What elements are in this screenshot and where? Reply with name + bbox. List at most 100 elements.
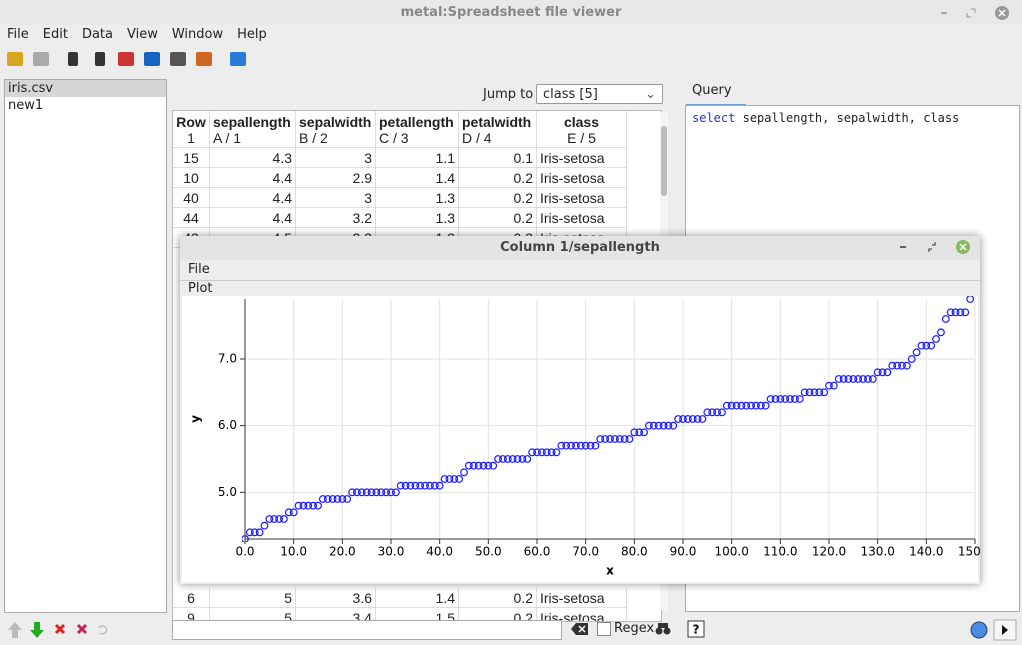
- point: [528, 448, 537, 457]
- point: [547, 448, 556, 457]
- clear-button[interactable]: [571, 622, 589, 636]
- save-button[interactable]: [33, 52, 49, 66]
- y-tick-label: 6.0: [218, 418, 237, 432]
- help-icon: ?: [693, 623, 700, 637]
- header-index: B / 2: [299, 130, 328, 146]
- x-tick-label: 10.0: [280, 545, 307, 559]
- point: [961, 308, 970, 317]
- table-cell: 1.5: [376, 608, 459, 621]
- dropdown-arrow: ⌄: [645, 87, 656, 102]
- filter-input[interactable]: [172, 620, 562, 640]
- plot-tab[interactable]: Plot: [188, 281, 213, 296]
- point: [620, 435, 629, 443]
- point: [937, 328, 945, 337]
- column-header: petalwidth D / 4: [459, 111, 537, 148]
- menu-item[interactable]: Data: [81, 27, 113, 42]
- point: [781, 395, 790, 403]
- point: [756, 401, 765, 410]
- point: [630, 428, 639, 437]
- point: [956, 308, 965, 317]
- point: [250, 528, 259, 537]
- run-buttons[interactable]: [968, 619, 1018, 641]
- point: [464, 461, 473, 470]
- menu-item[interactable]: View: [127, 27, 158, 42]
- menu-item[interactable]: Help: [237, 27, 267, 42]
- point: [693, 415, 702, 423]
- table-cell: 0.2: [459, 208, 537, 228]
- table-cell: 0.2: [459, 188, 537, 208]
- tool-button[interactable]: [118, 52, 134, 66]
- point: [484, 461, 493, 470]
- header-index: 1: [187, 130, 195, 146]
- row-number: 15: [173, 148, 210, 168]
- point: [455, 475, 464, 483]
- tool-button[interactable]: [230, 52, 246, 66]
- jump-select[interactable]: class [5] ⌄: [536, 84, 663, 104]
- x-tick-label: 120.0: [812, 545, 846, 559]
- point: [387, 488, 395, 497]
- point: [508, 455, 517, 463]
- point: [343, 495, 352, 503]
- point: [440, 475, 449, 483]
- point: [567, 441, 575, 450]
- tool-button[interactable]: [196, 52, 212, 66]
- table-cell: Iris-setosa: [537, 168, 627, 188]
- point: [674, 415, 683, 423]
- point: [800, 388, 809, 397]
- point: [859, 375, 867, 383]
- column-header: Row 1: [173, 111, 210, 148]
- point: [625, 435, 634, 443]
- point: [430, 481, 439, 490]
- point: [460, 468, 468, 477]
- plot-window-controls[interactable]: [900, 240, 970, 254]
- menu-item[interactable]: Edit: [42, 27, 68, 42]
- table-cell: Iris-setosa: [537, 588, 627, 608]
- file-item[interactable]: new1: [8, 98, 44, 113]
- window-controls[interactable]: [935, 5, 1015, 21]
- point: [255, 528, 264, 537]
- file-actions[interactable]: [6, 620, 116, 640]
- point: [289, 508, 298, 517]
- plot-window: Column 1/sepallength File Plot 0.0 10.0 20…: [180, 236, 980, 584]
- sort-button[interactable]: [170, 52, 186, 66]
- point: [479, 461, 488, 470]
- find-button[interactable]: [655, 622, 671, 636]
- jump-value: class [5]: [543, 87, 598, 102]
- table-cell: Iris-setosa: [537, 188, 627, 208]
- query-tab[interactable]: Query: [686, 80, 746, 106]
- point: [474, 461, 483, 470]
- point: [902, 361, 911, 370]
- point: [727, 401, 736, 410]
- tool-button[interactable]: [144, 52, 160, 66]
- regex-checkbox[interactable]: [597, 622, 611, 636]
- table-cell: 0.2: [459, 588, 537, 608]
- point: [401, 481, 410, 490]
- point: [260, 521, 269, 530]
- x-axis-label: x: [606, 564, 614, 578]
- table-cell: 1.4: [376, 588, 459, 608]
- point: [893, 361, 902, 370]
- point: [898, 361, 906, 370]
- tool-button[interactable]: [68, 52, 78, 66]
- tool-button[interactable]: [95, 52, 105, 66]
- sql-keyword: select: [692, 111, 736, 125]
- menu-item[interactable]: File: [7, 27, 29, 42]
- jump-label: Jump to: [483, 87, 534, 102]
- file-item[interactable]: iris.csv: [5, 80, 166, 97]
- help-button[interactable]: ?: [687, 620, 705, 638]
- point: [878, 368, 887, 377]
- point: [912, 348, 921, 357]
- table-cell: 0.1: [459, 148, 537, 168]
- point: [688, 415, 697, 423]
- open-button[interactable]: [7, 52, 23, 66]
- point: [396, 481, 405, 490]
- x-tick-label: 30.0: [378, 545, 405, 559]
- scroll-thumb[interactable]: [661, 126, 667, 196]
- point: [854, 375, 863, 383]
- header-name: class: [563, 114, 600, 130]
- point: [805, 388, 814, 397]
- table-cell: 5: [210, 588, 296, 608]
- menu-item[interactable]: Window: [171, 27, 224, 42]
- point: [586, 441, 595, 450]
- plot-menu[interactable]: File: [188, 262, 210, 277]
